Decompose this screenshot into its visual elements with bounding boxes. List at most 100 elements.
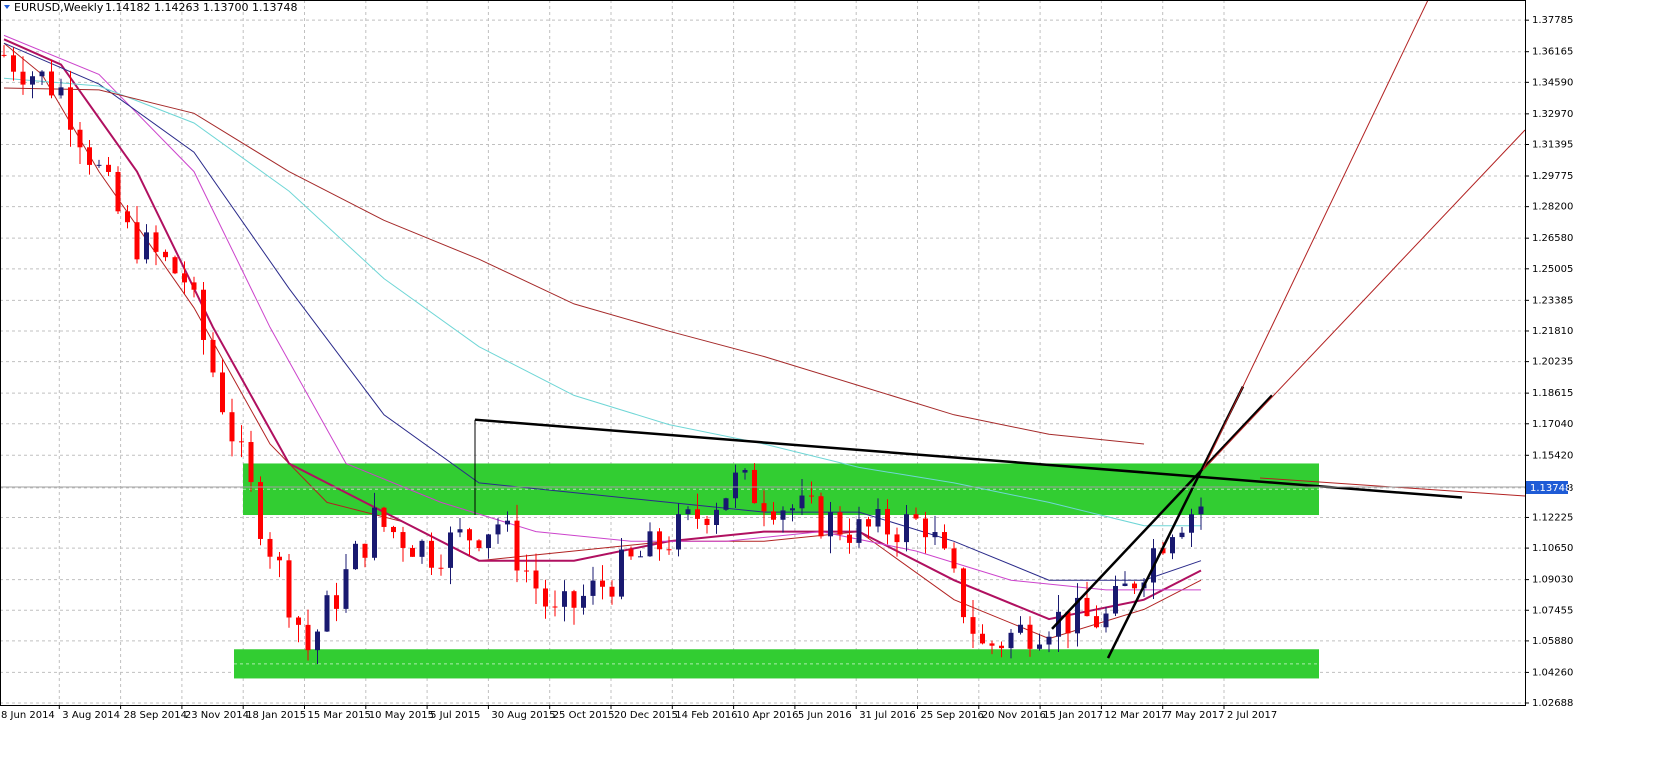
candle-body [514,520,520,571]
candle-body [761,503,767,512]
candle-body [248,442,254,483]
candle-body [600,580,605,587]
y-tick-label: 1.37785 [1532,15,1573,26]
candle-body [628,549,634,557]
y-tick-label: 1.31395 [1532,139,1573,150]
candle-body [362,543,368,558]
candle-body [951,548,957,569]
support-resistance-zones [234,463,1319,679]
candle-body [875,509,881,527]
candle-body [30,76,35,85]
candle-body [1056,611,1061,637]
candle-body [239,441,244,443]
candle-body [191,282,197,290]
candle-body [448,532,453,568]
trendlines[interactable] [474,386,1463,659]
candle-body [676,514,681,550]
candle-body [1046,636,1052,645]
candle-body [505,520,510,525]
ohlc-values: 1.14182 1.14263 1.13700 1.13748 [105,1,297,14]
candle-body [163,251,168,258]
x-tick-label: 14 Feb 2016 [675,710,737,721]
candle-body [638,556,643,558]
candle-body [419,540,425,557]
candle-body [68,87,73,130]
candle-body [666,549,672,551]
candle-body [1198,506,1204,515]
x-tick-label: 28 Sep 2014 [124,710,187,721]
candle-body [334,595,339,609]
candle-body [562,591,567,607]
candle-body [913,514,919,519]
candle-body [695,509,700,519]
candle-body [153,232,159,252]
x-tick-label: 8 Jun 2014 [1,710,55,721]
candle-body [1122,583,1128,586]
candle-body [989,643,995,646]
candle-body [1037,644,1042,649]
current-price-text: 1.13748 [1530,483,1571,494]
trendline [1051,394,1273,630]
y-tick-label: 1.36165 [1532,47,1573,58]
candle-body [780,510,786,520]
candle-body [125,211,130,223]
candle-body [581,595,586,608]
candle-body [904,514,909,543]
candle-body [486,534,491,549]
candle-body [457,529,463,533]
candle-body [1018,624,1023,633]
x-tick-label: 31 Jul 2016 [859,710,916,721]
dropdown-triangle-icon[interactable] [4,5,10,9]
x-tick-label: 3 Aug 2014 [62,710,120,721]
candle-body [220,372,225,413]
candle-body [20,71,26,85]
candle-body [818,496,824,537]
candle-body [590,580,596,596]
candle-body [381,507,387,527]
x-tick-label: 20 Dec 2015 [614,710,678,721]
candle-body [1103,613,1109,628]
candle-body [39,71,45,77]
candle-body [657,531,662,550]
candle-body [1094,616,1099,628]
candle-body [267,538,273,557]
candle-body [647,531,653,557]
candle-body [467,529,472,541]
candle-body [723,498,729,510]
candle-body [733,472,738,499]
candle-body [144,232,149,260]
candle-body [1065,611,1071,634]
x-tick-label: 5 Jun 2016 [798,710,852,721]
y-tick-label: 1.12225 [1532,512,1573,523]
x-tick-label: 5 Jul 2015 [430,710,480,721]
projection-line [1202,0,1429,471]
x-tick-label: 15 Mar 2015 [308,710,371,721]
candle-body [923,518,928,538]
candle-body [106,164,111,172]
candle-body [353,543,358,570]
y-tick-label: 1.15420 [1532,450,1573,461]
candle-body [685,509,691,515]
symbol-label: EURUSD,Weekly [14,1,104,14]
x-tick-label: 23 Nov 2014 [185,710,249,721]
candle-body [277,556,282,561]
candle-body [87,147,92,165]
x-tick-label: 30 Aug 2015 [491,710,555,721]
moving-average-line [3,42,1202,581]
candle-body [77,129,83,148]
current-price-tag: 1.13748 [1526,481,1571,494]
candle-body [942,532,947,549]
candle-body [704,518,710,526]
candle-body [229,412,235,442]
y-tick-label: 1.02688 [1532,698,1573,709]
candle-body [571,591,577,608]
candle-body [1179,532,1185,538]
price-axis: 1.37785 1.36165 1.34590 1.32970 1.31395 1.297… [1525,15,1573,709]
moving-average-line [3,77,1201,527]
candlesticks [1,45,1204,665]
candle-body [524,570,529,572]
candle-body [172,257,178,274]
candle-body [1,54,7,56]
